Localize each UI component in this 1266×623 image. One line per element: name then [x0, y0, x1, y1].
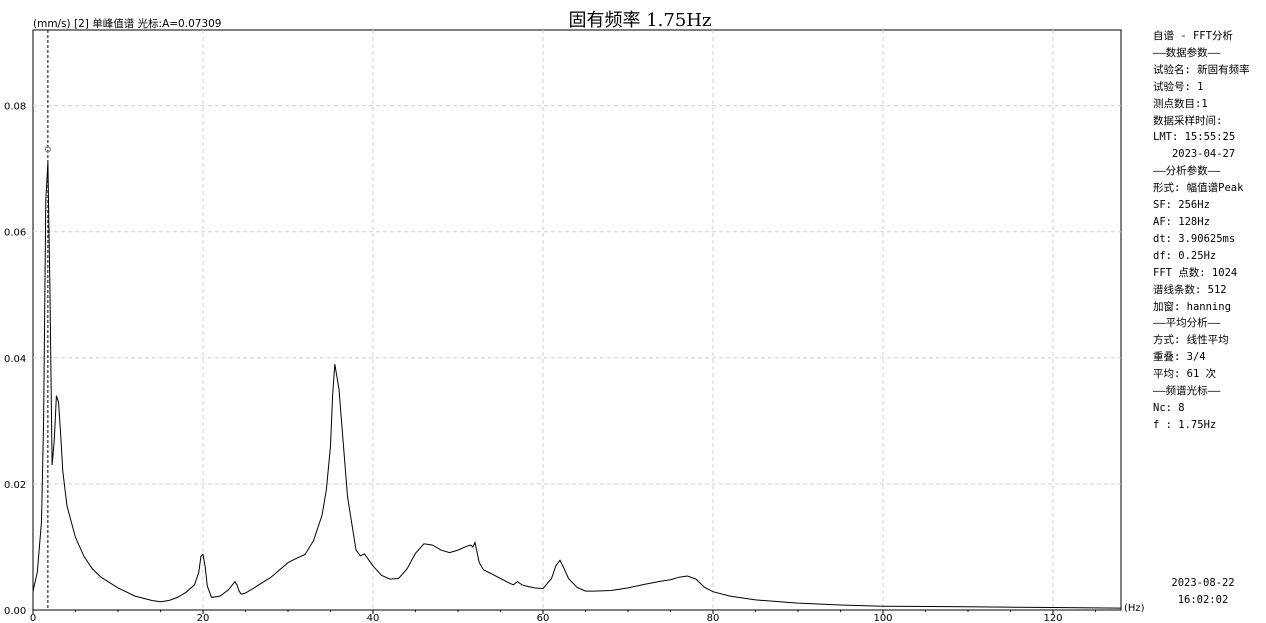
info-line: FFT 点数: 1024: [1153, 266, 1238, 279]
x-tick-label: 20: [197, 613, 210, 623]
x-tick-label: 80: [707, 613, 720, 623]
info-line: ——平均分析——: [1153, 317, 1221, 330]
chart-title: 固有频率 1.75Hz: [569, 10, 712, 31]
info-line: 试验号: 1: [1153, 80, 1204, 93]
info-line: 重叠: 3/4: [1153, 351, 1206, 364]
info-line: f : 1.75Hz: [1153, 418, 1217, 431]
info-line: Nc: 8: [1153, 401, 1185, 414]
info-line: 平均: 61 次: [1153, 368, 1217, 381]
info-line: AF: 128Hz: [1153, 215, 1210, 228]
y-tick-label: 0.06: [4, 228, 26, 239]
x-axis-unit: (Hz): [1124, 603, 1145, 614]
info-line: ——数据参数——: [1153, 46, 1221, 59]
grid: [33, 30, 1121, 610]
x-tick-label: 120: [1043, 613, 1062, 623]
footer-date: 2023-08-22: [1171, 577, 1235, 589]
info-panel: 自谱 - FFT分析 ——数据参数—— 试验名: 新固有频率 试验号: 1 测点数目:1…: [1153, 28, 1263, 434]
info-line: 测点数目:1: [1153, 97, 1208, 110]
info-line: LMT: 15:55:25: [1153, 131, 1236, 144]
y-tick-label: 0.02: [4, 480, 26, 491]
plot-area: [32, 29, 1122, 611]
info-line: 自谱 - FFT分析: [1153, 30, 1233, 42]
info-line: 数据采样时间:: [1153, 114, 1223, 127]
info-line: ——分析参数——: [1153, 165, 1221, 178]
cursor-readout: (mm/s) [2] 单峰值谱 光标:A=0.07309: [33, 17, 221, 30]
x-axis-ticks: 0 20 40 60 80 100 120: [30, 610, 1096, 623]
x-tick-label: 100: [873, 613, 892, 623]
x-tick-label: 0: [30, 613, 36, 623]
cursor-marker[interactable]: [44, 146, 51, 153]
info-line: 形式: 幅值谱Peak: [1153, 182, 1244, 195]
x-tick-label: 40: [367, 613, 380, 623]
footer-time: 16:02:02: [1177, 594, 1229, 606]
info-line: SF: 256Hz: [1153, 199, 1210, 212]
y-tick-label: 0.08: [4, 102, 26, 113]
info-line: df: 0.25Hz: [1153, 249, 1217, 262]
spectrum-line: [32, 162, 1122, 609]
info-line: 2023-04-27: [1153, 148, 1236, 161]
info-line: dt: 3.90625ms: [1153, 232, 1236, 245]
info-line: ——频谱光标——: [1153, 385, 1221, 398]
info-line: 谱线条数: 512: [1153, 283, 1227, 296]
x-tick-label: 60: [537, 613, 550, 623]
y-axis-ticks: 0.00 0.02 0.04 0.06 0.08: [4, 102, 26, 617]
info-line: 方式: 线性平均: [1153, 334, 1229, 347]
y-tick-label: 0.04: [4, 354, 26, 365]
info-line: 试验名: 新固有频率: [1153, 63, 1250, 76]
info-line: 加窗: hanning: [1153, 300, 1231, 313]
y-tick-label: 0.00: [4, 606, 26, 617]
